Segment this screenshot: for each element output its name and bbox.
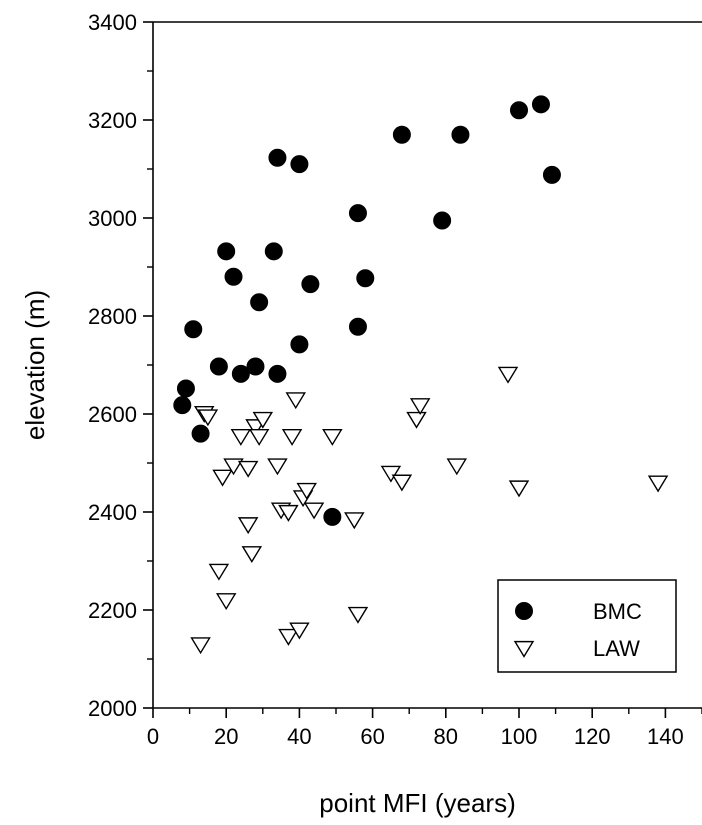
data-point-law xyxy=(278,628,299,646)
data-point-bmc xyxy=(246,357,265,376)
data-point-bmc xyxy=(191,424,210,443)
x-tick-label: 120 xyxy=(574,724,611,749)
data-points xyxy=(173,95,669,655)
data-point-law xyxy=(241,546,263,564)
legend-marker-law-shape xyxy=(513,640,535,658)
legend: BMC LAW xyxy=(497,579,677,673)
data-point-bmc xyxy=(176,379,195,398)
data-point-bmc xyxy=(268,364,287,383)
data-point-law xyxy=(344,512,365,530)
data-point-law xyxy=(208,563,230,581)
x-tick-label: 40 xyxy=(287,724,311,749)
data-point-law xyxy=(267,458,288,476)
data-point-law xyxy=(190,637,211,655)
data-point-bmc xyxy=(224,267,243,286)
x-tick-label: 60 xyxy=(360,724,384,749)
data-point-bmc xyxy=(231,364,250,383)
data-point-law xyxy=(409,398,431,416)
data-point-bmc xyxy=(542,165,561,184)
data-point-law xyxy=(223,458,244,476)
data-point-law xyxy=(497,366,519,384)
data-point-law xyxy=(237,517,259,535)
y-tick-label: 2400 xyxy=(88,500,137,525)
data-point-bmc xyxy=(301,275,320,294)
data-point-bmc xyxy=(268,148,287,167)
data-point-law xyxy=(197,409,219,427)
x-tick-label: 80 xyxy=(434,724,458,749)
data-point-bmc xyxy=(184,320,203,339)
series-law xyxy=(190,366,669,655)
y-tick-label: 2600 xyxy=(88,402,137,427)
data-point-law xyxy=(230,428,252,446)
legend-box xyxy=(497,579,677,673)
data-point-bmc xyxy=(323,507,342,526)
data-point-bmc xyxy=(510,101,528,120)
y-tick-label: 3400 xyxy=(88,10,137,35)
data-point-bmc xyxy=(290,155,309,174)
data-point-bmc xyxy=(217,242,236,261)
data-point-bmc xyxy=(531,95,550,114)
data-point-law xyxy=(215,593,237,611)
data-point-law xyxy=(380,465,402,483)
data-point-law xyxy=(237,460,259,478)
data-point-bmc xyxy=(348,317,367,336)
data-point-law xyxy=(508,480,530,498)
data-point-law xyxy=(391,474,413,492)
axis-ticks: 2000 2200 2400 2600 2800 3000 3200 3400 0 20 40 60 8… xyxy=(88,10,702,749)
data-point-law xyxy=(347,606,369,624)
data-point-law xyxy=(322,428,343,446)
legend-marker-bmc-shape xyxy=(515,602,533,620)
data-point-bmc xyxy=(433,211,452,230)
data-point-law xyxy=(285,392,306,410)
data-point-law xyxy=(278,504,299,522)
axis-labels: point MFI (years) elevation (m) xyxy=(20,290,516,818)
data-point-bmc xyxy=(356,269,375,288)
legend-marker-bmc xyxy=(515,602,533,620)
data-point-bmc xyxy=(392,125,411,144)
data-point-bmc xyxy=(209,357,228,376)
legend-marker-law xyxy=(513,640,535,658)
y-tick-label: 3200 xyxy=(88,108,137,133)
x-axis-title: point MFI (years) xyxy=(319,788,516,818)
data-point-bmc xyxy=(264,242,283,261)
data-point-bmc xyxy=(348,204,367,223)
y-axis-title: elevation (m) xyxy=(20,290,50,440)
data-point-law xyxy=(212,469,233,487)
y-tick-label: 2200 xyxy=(88,598,137,623)
data-point-bmc xyxy=(173,396,192,415)
data-point-law xyxy=(406,411,427,429)
data-point-law xyxy=(647,475,669,493)
legend-label-bmc: BMC xyxy=(593,599,642,624)
x-tick-label: 140 xyxy=(647,724,684,749)
data-point-law xyxy=(248,428,270,446)
data-point-law xyxy=(281,428,303,446)
data-point-law xyxy=(303,502,325,520)
data-point-bmc xyxy=(451,125,470,144)
data-point-law xyxy=(446,458,468,476)
data-point-bmc xyxy=(290,335,309,354)
data-point-bmc xyxy=(250,293,269,312)
y-tick-label: 2000 xyxy=(88,696,137,721)
series-bmc xyxy=(173,95,561,526)
data-point-law xyxy=(289,622,310,640)
y-tick-label: 3000 xyxy=(88,206,137,231)
y-tick-label: 2800 xyxy=(88,304,137,329)
data-point-law xyxy=(296,482,317,500)
data-point-law xyxy=(252,411,274,429)
x-tick-label: 20 xyxy=(214,724,238,749)
legend-label-law: LAW xyxy=(593,636,640,661)
x-tick-label: 100 xyxy=(501,724,538,749)
x-tick-label: 0 xyxy=(147,724,159,749)
